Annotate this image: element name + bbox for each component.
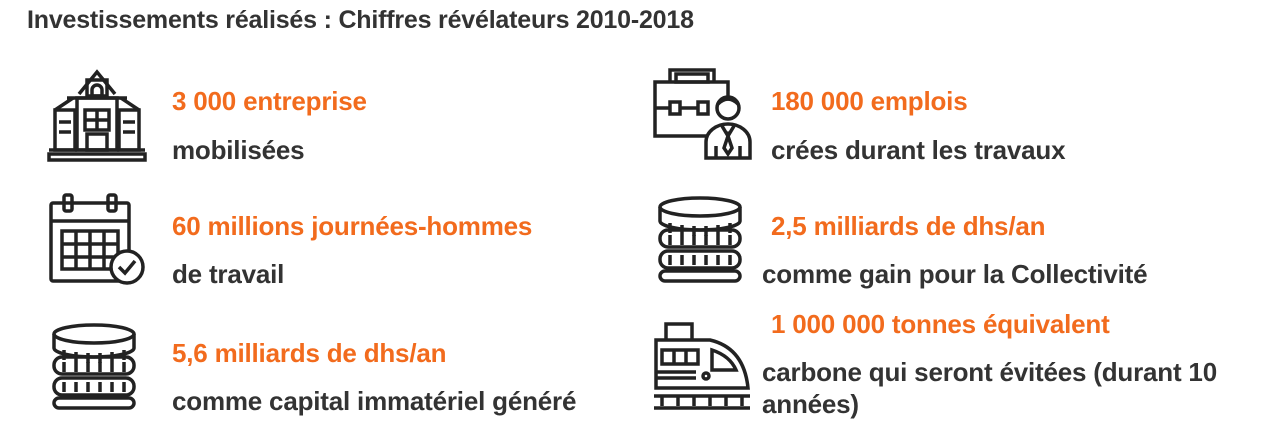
stat-value: 180 000 emplois (771, 86, 968, 116)
school-building-icon (47, 66, 147, 162)
stat-description: comme capital immatériel généré (172, 386, 577, 416)
stat-description: comme gain pour la Collectivité (762, 259, 1148, 289)
stat-description: carbone qui seront évitées (durant 10 an… (762, 357, 1217, 419)
train-icon (652, 320, 752, 412)
stat-description: crées durant les travaux (771, 135, 1066, 165)
calendar-check-icon (48, 193, 148, 289)
stat-description: mobilisées (172, 135, 305, 165)
coin-stack-icon (654, 195, 746, 283)
stat-value: 3 000 entreprise (172, 86, 367, 116)
stat-value: 1 000 000 tonnes équivalent (771, 309, 1110, 339)
stat-value: 2,5 milliards de dhs/an (771, 211, 1046, 241)
coin-stack-icon (48, 322, 140, 410)
page-title: Investissements réalisés : Chiffres révé… (27, 6, 694, 34)
stat-value: 5,6 milliards de dhs/an (172, 338, 447, 368)
stat-description: de travail (172, 259, 285, 289)
stat-value: 60 millions journées-hommes (172, 211, 533, 241)
briefcase-worker-icon (652, 66, 752, 162)
